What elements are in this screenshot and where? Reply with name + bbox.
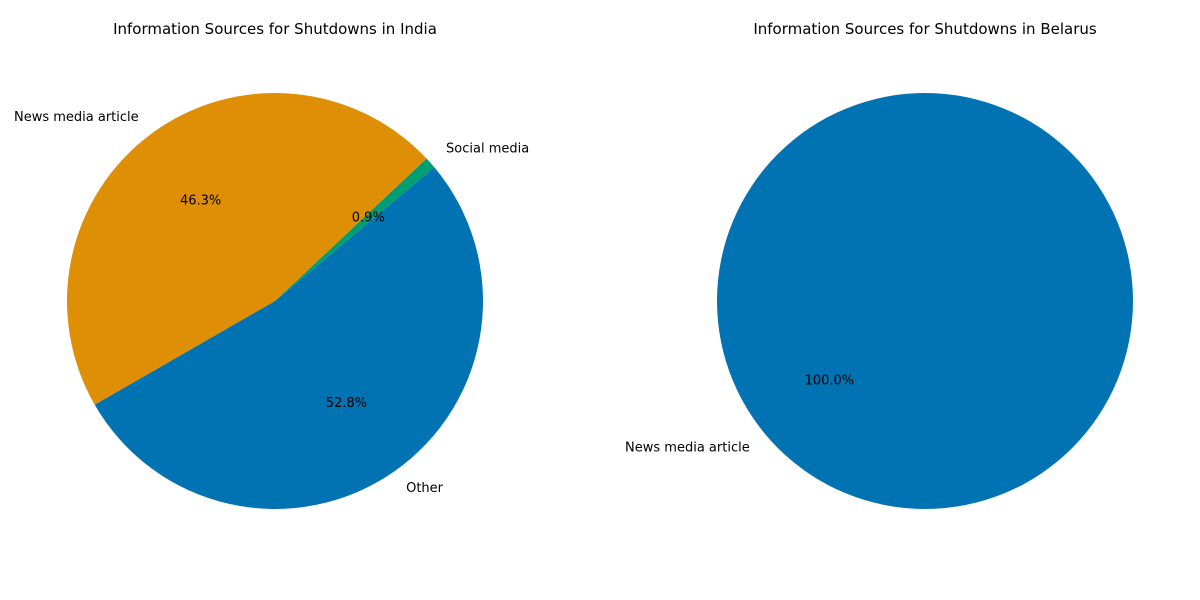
- pie-chart-belarus: Information Sources for Shutdowns in Bel…: [625, 20, 1133, 509]
- chart-title-india: Information Sources for Shutdowns in Ind…: [113, 20, 437, 38]
- pct-label-india-other: 52.8%: [326, 396, 367, 411]
- chart-title-belarus: Information Sources for Shutdowns in Bel…: [753, 20, 1097, 38]
- slice-label-india-news-media-article: News media article: [14, 110, 139, 125]
- pie-labels-belarus: News media article 100.0%: [625, 374, 854, 456]
- slice-label-belarus-news-media-article: News media article: [625, 441, 750, 456]
- pie-slices-belarus: [717, 93, 1133, 509]
- slice-label-india-other: Other: [406, 481, 444, 496]
- pie-slice-india-social-media: [275, 158, 435, 301]
- pct-label-belarus-news-media-article: 100.0%: [805, 374, 855, 389]
- pie-slices-india: [66, 92, 483, 509]
- pct-label-india-social-media: 0.9%: [352, 211, 385, 226]
- pie-slice-india-other: [94, 167, 483, 509]
- pct-label-india-news-media-article: 46.3%: [180, 193, 221, 208]
- pie-slice-india-news-media-article: [66, 92, 427, 405]
- slice-label-india-social-media: Social media: [446, 142, 529, 157]
- pie-slice-belarus-news-media-article: [717, 93, 1133, 509]
- pie-labels-india: Social media 0.9% News media article 46.3% O…: [14, 110, 529, 496]
- pie-chart-india: Information Sources for Shutdowns in Ind…: [14, 20, 529, 509]
